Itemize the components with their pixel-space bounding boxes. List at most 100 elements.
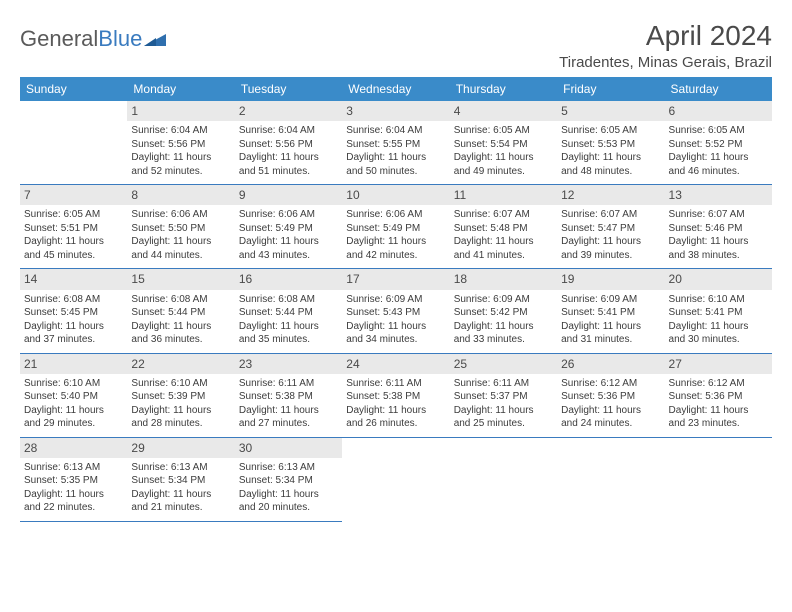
day-header-row: SundayMondayTuesdayWednesdayThursdayFrid… bbox=[20, 77, 772, 101]
header-right: April 2024 Tiradentes, Minas Gerais, Bra… bbox=[559, 20, 772, 71]
day-cell: 15Sunrise: 6:08 AMSunset: 5:44 PMDayligh… bbox=[127, 269, 234, 353]
day-line: and 34 minutes. bbox=[346, 333, 445, 347]
day-number: 12 bbox=[557, 185, 664, 205]
day-number: 13 bbox=[665, 185, 772, 205]
day-cell bbox=[342, 437, 449, 521]
day-line: Daylight: 11 hours bbox=[131, 235, 230, 249]
day-info: Sunrise: 6:09 AMSunset: 5:41 PMDaylight:… bbox=[561, 293, 660, 347]
day-number: 17 bbox=[342, 269, 449, 289]
brand-part1: General bbox=[20, 26, 98, 51]
day-line: Daylight: 11 hours bbox=[239, 404, 338, 418]
week-row: 28Sunrise: 6:13 AMSunset: 5:35 PMDayligh… bbox=[20, 437, 772, 521]
day-number: 14 bbox=[20, 269, 127, 289]
day-line: Sunset: 5:36 PM bbox=[669, 390, 768, 404]
day-line: and 26 minutes. bbox=[346, 417, 445, 431]
week-row: 1Sunrise: 6:04 AMSunset: 5:56 PMDaylight… bbox=[20, 101, 772, 185]
day-line: Sunset: 5:40 PM bbox=[24, 390, 123, 404]
day-line: Daylight: 11 hours bbox=[239, 320, 338, 334]
day-number: 27 bbox=[665, 354, 772, 374]
day-line: Sunset: 5:43 PM bbox=[346, 306, 445, 320]
day-line: Sunrise: 6:12 AM bbox=[561, 377, 660, 391]
day-line: and 25 minutes. bbox=[454, 417, 553, 431]
day-cell: 27 Sunrise: 6:12 AMSunset: 5:36 PMDayligh… bbox=[665, 353, 772, 437]
day-info: Sunrise: 6:12 AMSunset: 5:36 PMDaylight:… bbox=[561, 377, 660, 431]
day-line: and 50 minutes. bbox=[346, 165, 445, 179]
day-line: Sunset: 5:56 PM bbox=[131, 138, 230, 152]
day-cell: 25Sunrise: 6:11 AMSunset: 5:37 PMDayligh… bbox=[450, 353, 557, 437]
day-number: 6 bbox=[665, 101, 772, 121]
day-cell: 13 Sunrise: 6:07 AMSunset: 5:46 PMDayligh… bbox=[665, 185, 772, 269]
day-info: Sunrise: 6:04 AMSunset: 5:56 PMDaylight:… bbox=[239, 124, 338, 178]
day-cell: 22Sunrise: 6:10 AMSunset: 5:39 PMDayligh… bbox=[127, 353, 234, 437]
day-number: 29 bbox=[127, 438, 234, 458]
day-line: and 46 minutes. bbox=[669, 165, 768, 179]
day-line: Daylight: 11 hours bbox=[669, 320, 768, 334]
day-line: Daylight: 11 hours bbox=[346, 151, 445, 165]
day-line: Sunrise: 6:05 AM bbox=[454, 124, 553, 138]
day-info: Sunrise: 6:12 AMSunset: 5:36 PMDaylight:… bbox=[669, 377, 768, 431]
day-line: Sunset: 5:38 PM bbox=[346, 390, 445, 404]
day-line: Sunset: 5:34 PM bbox=[131, 474, 230, 488]
day-line: Daylight: 11 hours bbox=[24, 235, 123, 249]
day-cell: 17Sunrise: 6:09 AMSunset: 5:43 PMDayligh… bbox=[342, 269, 449, 353]
day-line: Sunrise: 6:10 AM bbox=[669, 293, 768, 307]
day-line: Daylight: 11 hours bbox=[454, 320, 553, 334]
day-info: Sunrise: 6:13 AMSunset: 5:34 PMDaylight:… bbox=[131, 461, 230, 515]
month-title: April 2024 bbox=[559, 20, 772, 52]
day-line: Sunset: 5:34 PM bbox=[239, 474, 338, 488]
day-info: Sunrise: 6:10 AMSunset: 5:40 PMDaylight:… bbox=[24, 377, 123, 431]
day-line: Sunrise: 6:07 AM bbox=[454, 208, 553, 222]
day-info: Sunrise: 6:10 AMSunset: 5:41 PMDaylight:… bbox=[669, 293, 768, 347]
day-number: 8 bbox=[127, 185, 234, 205]
day-line: and 20 minutes. bbox=[239, 501, 338, 515]
day-info: Sunrise: 6:11 AMSunset: 5:37 PMDaylight:… bbox=[454, 377, 553, 431]
day-info: Sunrise: 6:05 AMSunset: 5:52 PMDaylight:… bbox=[669, 124, 768, 178]
day-number: 19 bbox=[557, 269, 664, 289]
day-line: and 37 minutes. bbox=[24, 333, 123, 347]
day-cell: 4Sunrise: 6:05 AMSunset: 5:54 PMDaylight… bbox=[450, 101, 557, 185]
day-line: Daylight: 11 hours bbox=[239, 488, 338, 502]
day-line: Sunrise: 6:04 AM bbox=[239, 124, 338, 138]
day-line: Sunset: 5:37 PM bbox=[454, 390, 553, 404]
day-cell: 24Sunrise: 6:11 AMSunset: 5:38 PMDayligh… bbox=[342, 353, 449, 437]
day-info: Sunrise: 6:07 AMSunset: 5:46 PMDaylight:… bbox=[669, 208, 768, 262]
day-info: Sunrise: 6:05 AMSunset: 5:53 PMDaylight:… bbox=[561, 124, 660, 178]
day-info: Sunrise: 6:04 AMSunset: 5:56 PMDaylight:… bbox=[131, 124, 230, 178]
day-line: Daylight: 11 hours bbox=[561, 320, 660, 334]
day-cell: 20Sunrise: 6:10 AMSunset: 5:41 PMDayligh… bbox=[665, 269, 772, 353]
day-number: 23 bbox=[235, 354, 342, 374]
day-line: Sunrise: 6:06 AM bbox=[346, 208, 445, 222]
day-number: 28 bbox=[20, 438, 127, 458]
day-line: and 36 minutes. bbox=[131, 333, 230, 347]
day-line: Daylight: 11 hours bbox=[131, 320, 230, 334]
day-line: and 48 minutes. bbox=[561, 165, 660, 179]
day-cell: 8Sunrise: 6:06 AMSunset: 5:50 PMDaylight… bbox=[127, 185, 234, 269]
day-line: Daylight: 11 hours bbox=[24, 404, 123, 418]
day-line: Sunset: 5:50 PM bbox=[131, 222, 230, 236]
day-number: 1 bbox=[127, 101, 234, 121]
day-cell: 11Sunrise: 6:07 AMSunset: 5:48 PMDayligh… bbox=[450, 185, 557, 269]
day-line: and 51 minutes. bbox=[239, 165, 338, 179]
day-info: Sunrise: 6:10 AMSunset: 5:39 PMDaylight:… bbox=[131, 377, 230, 431]
day-line: and 30 minutes. bbox=[669, 333, 768, 347]
day-line: and 45 minutes. bbox=[24, 249, 123, 263]
day-number: 11 bbox=[450, 185, 557, 205]
day-header-cell: Monday bbox=[127, 77, 234, 101]
day-line: Sunrise: 6:08 AM bbox=[131, 293, 230, 307]
day-line: Daylight: 11 hours bbox=[239, 151, 338, 165]
day-number: 15 bbox=[127, 269, 234, 289]
day-line: Sunrise: 6:09 AM bbox=[346, 293, 445, 307]
brand-triangle-icon bbox=[144, 32, 166, 46]
day-line: Daylight: 11 hours bbox=[239, 235, 338, 249]
day-line: and 29 minutes. bbox=[24, 417, 123, 431]
day-line: Sunset: 5:41 PM bbox=[669, 306, 768, 320]
day-line: Sunrise: 6:09 AM bbox=[561, 293, 660, 307]
week-row: 7Sunrise: 6:05 AMSunset: 5:51 PMDaylight… bbox=[20, 185, 772, 269]
day-line: Sunrise: 6:13 AM bbox=[131, 461, 230, 475]
day-line: Sunset: 5:38 PM bbox=[239, 390, 338, 404]
day-cell: 6 Sunrise: 6:05 AMSunset: 5:52 PMDaylight… bbox=[665, 101, 772, 185]
day-number: 24 bbox=[342, 354, 449, 374]
day-line: Sunrise: 6:04 AM bbox=[346, 124, 445, 138]
day-line: Daylight: 11 hours bbox=[24, 320, 123, 334]
day-line: Sunrise: 6:09 AM bbox=[454, 293, 553, 307]
